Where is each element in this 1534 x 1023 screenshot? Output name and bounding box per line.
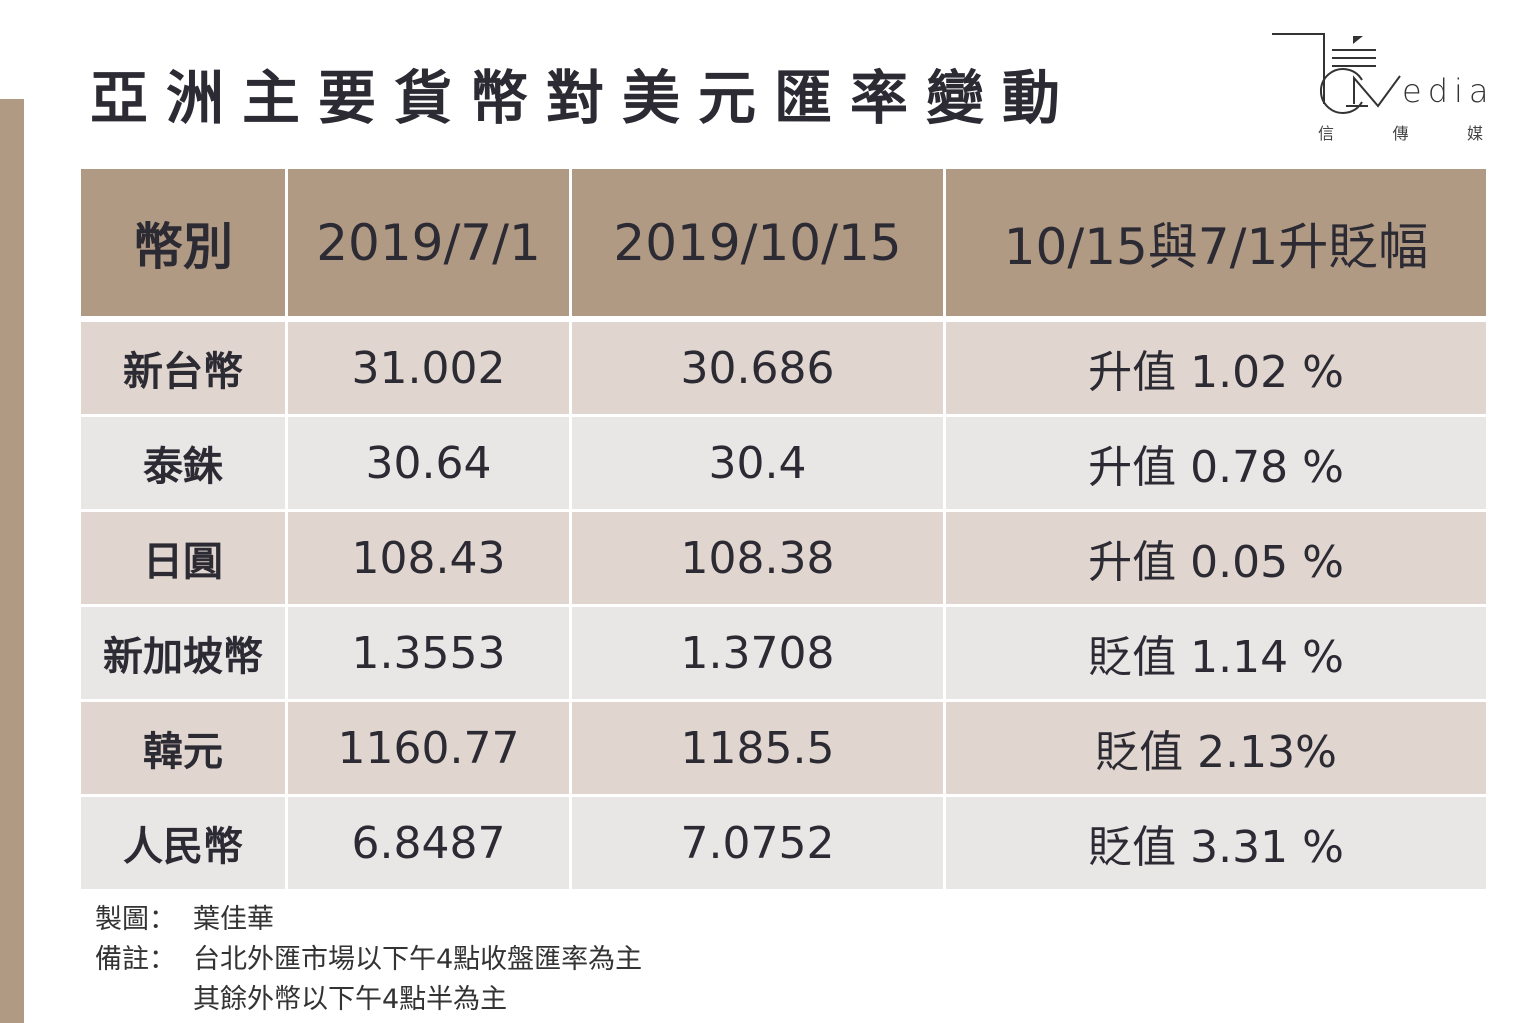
rate-change: 升值 0.78 % xyxy=(946,417,1486,512)
logo-subtitle: 信 傳 媒 xyxy=(1318,120,1483,144)
currency-name: 日圓 xyxy=(81,512,288,607)
footnotes: 製圖： 葉佳華 備註： 台北外匯市場以下午4點收盤匯率為主 其餘外幣以下午4點半… xyxy=(95,900,642,1020)
rate-change: 升值 1.02 % xyxy=(946,322,1486,417)
rate-change: 貶值 3.31 % xyxy=(946,797,1486,892)
credit-label: 製圖： xyxy=(95,904,176,935)
remark-line-2: 其餘外幣以下午4點半為主 xyxy=(95,980,642,1020)
header-change: 10/15與7/1升貶幅 xyxy=(946,169,1486,322)
table-row: 韓元 1160.77 1185.5 貶值 2.13% xyxy=(81,702,1486,797)
rate-oct15: 30.686 xyxy=(572,322,946,417)
logo-mark-icon xyxy=(1272,33,1401,114)
remark-text-1: 台北外匯市場以下午4點收盤匯率為主 xyxy=(193,944,643,975)
table-row: 日圓 108.43 108.38 升值 0.05 % xyxy=(81,512,1486,607)
accent-bar xyxy=(0,99,24,1023)
table-header-row: 幣別 2019/7/1 2019/10/15 10/15與7/1升貶幅 xyxy=(81,169,1486,322)
rate-jul1: 6.8487 xyxy=(288,797,572,892)
currency-name: 泰銖 xyxy=(81,417,288,512)
rate-oct15: 1185.5 xyxy=(572,702,946,797)
rate-oct15: 7.0752 xyxy=(572,797,946,892)
rate-change: 升值 0.05 % xyxy=(946,512,1486,607)
currency-name: 新台幣 xyxy=(81,322,288,417)
rate-jul1: 31.002 xyxy=(288,322,572,417)
rate-jul1: 108.43 xyxy=(288,512,572,607)
remark-label: 備註： xyxy=(95,944,176,975)
rate-oct15: 30.4 xyxy=(572,417,946,512)
rate-jul1: 30.64 xyxy=(288,417,572,512)
header-currency: 幣別 xyxy=(81,169,288,322)
rate-change: 貶值 1.14 % xyxy=(946,607,1486,702)
rate-oct15: 1.3708 xyxy=(572,607,946,702)
logo: edia 信 傳 媒 xyxy=(1270,30,1490,145)
table-row: 新加坡幣 1.3553 1.3708 貶值 1.14 % xyxy=(81,607,1486,702)
header-date-oct15: 2019/10/15 xyxy=(572,169,946,322)
currency-name: 新加坡幣 xyxy=(81,607,288,702)
rate-jul1: 1.3553 xyxy=(288,607,572,702)
page-title: 亞洲主要貨幣對美元匯率變動 xyxy=(90,64,1079,132)
rate-jul1: 1160.77 xyxy=(288,702,572,797)
logo-subtitle-char: 傳 xyxy=(1392,124,1409,143)
currency-name: 人民幣 xyxy=(81,797,288,892)
logo-subtitle-char: 信 xyxy=(1318,124,1335,143)
remark-line: 備註： 台北外匯市場以下午4點收盤匯率為主 xyxy=(95,940,642,980)
table-row: 人民幣 6.8487 7.0752 貶值 3.31 % xyxy=(81,797,1486,892)
logo-subtitle-char: 媒 xyxy=(1466,124,1483,143)
credit-line: 製圖： 葉佳華 xyxy=(95,900,642,940)
remark-text-2: 其餘外幣以下午4點半為主 xyxy=(193,984,508,1015)
exchange-rate-table: 幣別 2019/7/1 2019/10/15 10/15與7/1升貶幅 新台幣 … xyxy=(81,169,1486,892)
rate-oct15: 108.38 xyxy=(572,512,946,607)
header-date-jul1: 2019/7/1 xyxy=(288,169,572,322)
currency-name: 韓元 xyxy=(81,702,288,797)
table-row: 泰銖 30.64 30.4 升值 0.78 % xyxy=(81,417,1486,512)
credit-value: 葉佳華 xyxy=(193,904,274,935)
rate-change: 貶值 2.13% xyxy=(946,702,1486,797)
logo-brand-text: edia xyxy=(1402,72,1495,110)
table-row: 新台幣 31.002 30.686 升值 1.02 % xyxy=(81,322,1486,417)
